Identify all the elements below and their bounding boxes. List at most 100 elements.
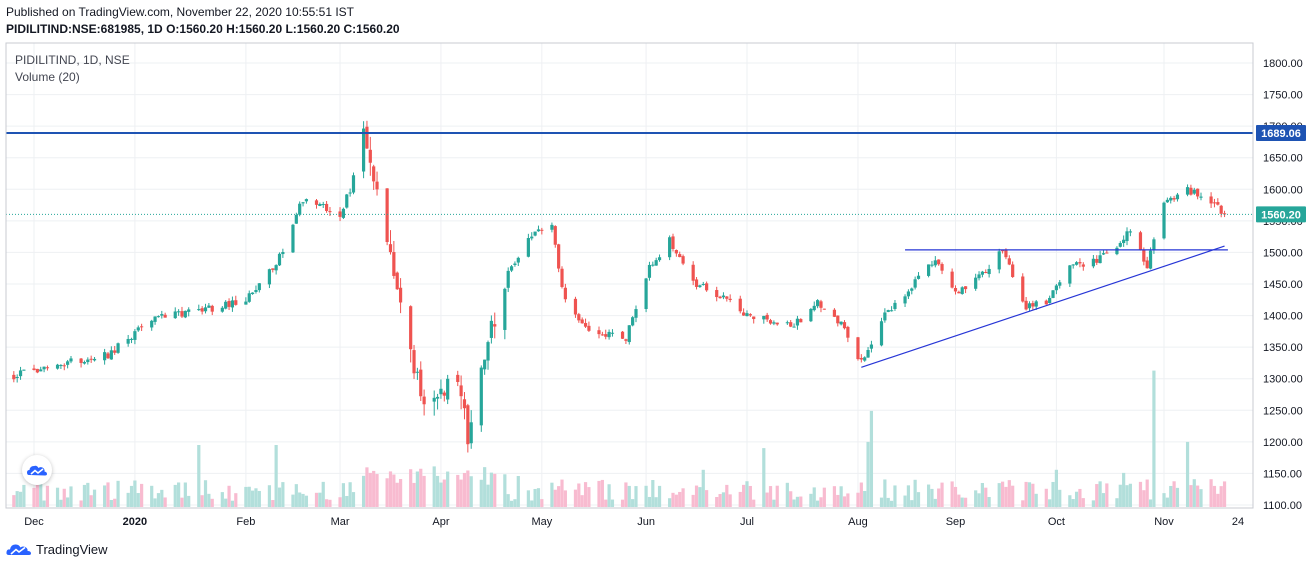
x-tick-label: Jun bbox=[637, 516, 655, 528]
candle-body bbox=[742, 312, 745, 315]
volume-bar bbox=[349, 482, 352, 507]
volume-bar bbox=[12, 495, 15, 507]
candle-body bbox=[56, 365, 59, 369]
volume-bar bbox=[433, 466, 436, 507]
candle-body bbox=[180, 311, 183, 316]
volume-bar bbox=[268, 485, 271, 507]
candle-body bbox=[1209, 196, 1212, 203]
candle-body bbox=[937, 260, 940, 265]
candle-body bbox=[234, 300, 237, 305]
x-axis: Dec 2020 Feb Mar Apr May Jun Jul Aug Sep Oct Nov 24 bbox=[24, 516, 1244, 528]
volume-bar bbox=[1209, 479, 1212, 507]
candle-body bbox=[954, 288, 957, 291]
volume-bar bbox=[644, 486, 647, 507]
candle-body bbox=[1048, 298, 1051, 303]
y-tick-label: 1250.00 bbox=[1263, 405, 1303, 417]
candle-body bbox=[1220, 206, 1223, 214]
candle-body bbox=[1021, 276, 1024, 301]
y-tick-label: 1650.00 bbox=[1263, 153, 1303, 165]
volume-bar bbox=[204, 480, 207, 507]
candle-body bbox=[534, 232, 537, 236]
candle-body bbox=[298, 204, 301, 215]
candle-body bbox=[1166, 200, 1169, 202]
candle-body bbox=[1072, 264, 1075, 265]
candle-body bbox=[443, 393, 446, 396]
candle-body bbox=[470, 422, 473, 443]
candle-body bbox=[940, 264, 943, 271]
candle-body bbox=[739, 299, 742, 312]
volume-bar bbox=[1193, 479, 1196, 507]
tradingview-logo-button[interactable] bbox=[22, 455, 52, 485]
candle-body bbox=[224, 302, 227, 309]
volume-bar bbox=[90, 495, 93, 507]
candle-body bbox=[79, 359, 82, 363]
candle-body bbox=[574, 299, 577, 315]
candle-body bbox=[951, 272, 954, 288]
volume-bar bbox=[762, 448, 765, 507]
candle-body bbox=[507, 271, 510, 288]
candle-body bbox=[46, 367, 49, 368]
candle-body bbox=[604, 334, 607, 337]
volume-bar bbox=[766, 493, 769, 507]
volume-bar bbox=[184, 483, 187, 507]
candle-body bbox=[846, 327, 849, 338]
volume-bar bbox=[1048, 499, 1051, 507]
volume-bar bbox=[836, 495, 839, 507]
candle-body bbox=[227, 301, 230, 307]
volume-bar bbox=[816, 501, 819, 507]
candle-body bbox=[988, 269, 991, 274]
volume-bar bbox=[56, 488, 59, 507]
candle-body bbox=[655, 260, 658, 265]
candle-body bbox=[887, 310, 890, 312]
volume-bar bbox=[59, 500, 62, 507]
candle-body bbox=[678, 254, 681, 257]
volume-bar bbox=[1092, 500, 1095, 507]
volume-bar bbox=[974, 490, 977, 507]
candle-body bbox=[644, 278, 647, 309]
volume-bar bbox=[456, 475, 459, 507]
footer-brand[interactable]: TradingView bbox=[6, 541, 108, 557]
volume-bar bbox=[251, 491, 254, 507]
volume-bar bbox=[93, 490, 96, 507]
candle-body bbox=[352, 175, 355, 192]
candle-body bbox=[1008, 258, 1011, 264]
volume-bar bbox=[16, 491, 19, 507]
volume-bar bbox=[715, 497, 718, 507]
volume-bar bbox=[386, 478, 389, 507]
candle-body bbox=[150, 321, 153, 328]
y-tick-label: 1300.00 bbox=[1263, 374, 1303, 386]
volume-bar bbox=[819, 497, 822, 507]
volume-bar bbox=[86, 483, 89, 507]
volume-bar bbox=[607, 484, 610, 507]
volume-bar bbox=[668, 498, 671, 507]
volume-bar bbox=[127, 493, 130, 507]
candle-body bbox=[1058, 282, 1061, 285]
candle-body bbox=[460, 385, 463, 396]
volume-bar bbox=[298, 492, 301, 507]
candle-body bbox=[375, 182, 378, 190]
candle-body bbox=[416, 372, 419, 373]
candle-body bbox=[1004, 250, 1007, 257]
candle-body bbox=[480, 368, 483, 426]
volume-bar bbox=[352, 492, 355, 507]
volume-bar bbox=[345, 496, 348, 507]
volume-bar bbox=[66, 497, 69, 507]
candle-body bbox=[840, 322, 843, 325]
candle-body bbox=[207, 306, 210, 308]
volume-bar bbox=[843, 496, 846, 507]
candle-body bbox=[833, 310, 836, 317]
candle-body bbox=[513, 264, 516, 265]
volume-bar bbox=[809, 494, 812, 507]
candle-body bbox=[718, 297, 721, 298]
candle-body bbox=[116, 343, 119, 353]
volume-bar bbox=[510, 501, 513, 507]
candle-body bbox=[725, 296, 728, 298]
volume-bar bbox=[396, 483, 399, 507]
volume-bar bbox=[1035, 494, 1038, 507]
volume-bar bbox=[796, 497, 799, 507]
volume-bar bbox=[564, 490, 567, 507]
candle-body bbox=[254, 290, 257, 292]
candle-body bbox=[961, 287, 964, 294]
candle-body bbox=[843, 322, 846, 328]
